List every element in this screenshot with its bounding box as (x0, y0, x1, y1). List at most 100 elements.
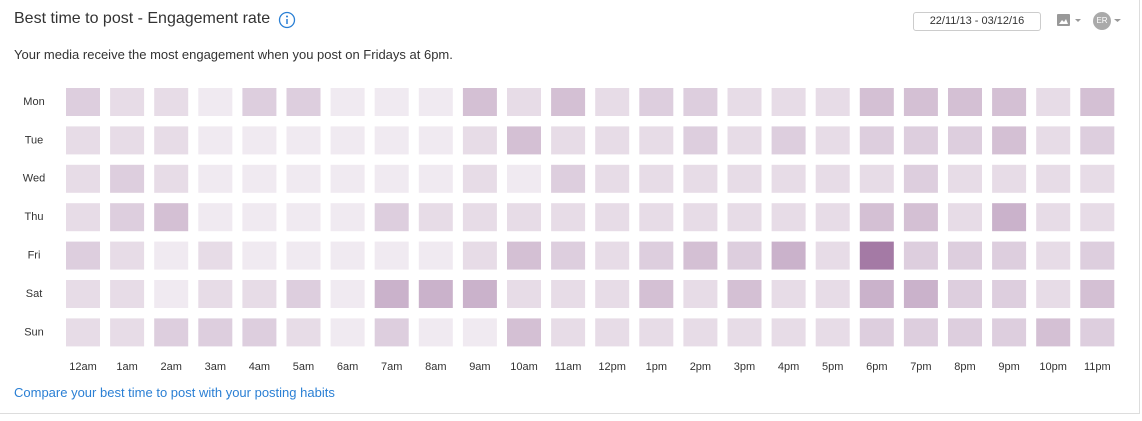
heat-cell (242, 164, 277, 193)
heat-cell (992, 164, 1027, 193)
heat-cell (110, 318, 145, 347)
heat-cell (815, 164, 850, 193)
heat-cell (154, 280, 189, 308)
info-icon[interactable] (278, 11, 296, 29)
heat-cell (992, 280, 1027, 308)
date-range[interactable]: 22/11/13 - 03/12/16 (913, 12, 1041, 31)
heat-cell (771, 164, 806, 193)
heat-cell (551, 203, 586, 232)
heat-cell (683, 280, 718, 308)
heat-cell (595, 241, 630, 270)
heat-cell (815, 126, 850, 155)
heat-cell (595, 203, 630, 232)
heat-cell (551, 126, 586, 155)
heat-cell (66, 280, 100, 308)
heat-cell (727, 203, 762, 232)
heat-cell (330, 241, 365, 270)
heat-cell (198, 280, 233, 308)
heat-cell (242, 280, 277, 308)
heat-cell (418, 318, 453, 347)
heat-cell (859, 88, 894, 116)
heat-cell (595, 88, 630, 116)
heat-cell (374, 241, 409, 270)
heat-cell (286, 126, 321, 155)
column-label: 11pm (1084, 361, 1111, 373)
heat-cell (1036, 241, 1071, 270)
heat-cell (286, 280, 321, 308)
heat-cell (330, 280, 365, 308)
column-label: 11am (555, 361, 582, 373)
column-label: 10pm (1039, 361, 1067, 373)
heat-cell (154, 126, 189, 155)
heat-cell (154, 164, 189, 193)
heat-cell (1080, 280, 1115, 308)
heat-cell (1080, 126, 1115, 155)
heat-cell (859, 241, 894, 270)
heat-cell (66, 241, 100, 270)
heat-cell (66, 318, 100, 347)
heat-cell (198, 318, 233, 347)
column-label: 3am (205, 361, 226, 373)
heat-cell (198, 126, 233, 155)
heat-cell (683, 88, 718, 116)
heat-cell (903, 280, 938, 308)
heat-cell (374, 280, 409, 308)
subtitle: Your media receive the most engagement w… (14, 47, 453, 62)
column-label: 3pm (734, 361, 755, 373)
heat-cell (462, 280, 497, 308)
heat-cell (110, 280, 145, 308)
column-label: 4am (249, 361, 270, 373)
heat-cell (639, 318, 674, 347)
heat-cell (771, 88, 806, 116)
heat-cell (507, 203, 541, 232)
column-label: 7pm (910, 361, 931, 373)
heat-cell (507, 280, 541, 308)
heat-cell (154, 88, 189, 116)
heat-cell (418, 280, 453, 308)
heat-cell (903, 164, 938, 193)
heat-cell (1080, 241, 1115, 270)
heat-cell (903, 241, 938, 270)
heat-cell (948, 88, 982, 116)
heat-cell (507, 88, 541, 116)
heat-cell (507, 126, 541, 155)
heat-cell (948, 280, 982, 308)
heat-cell (154, 318, 189, 347)
heat-cell (771, 318, 806, 347)
heat-cell (551, 318, 586, 347)
heat-cell (948, 318, 982, 347)
heat-cell (286, 241, 321, 270)
column-label: 5am (293, 361, 314, 373)
heat-cell (639, 280, 674, 308)
heat-cell (1036, 318, 1071, 347)
heat-cell (418, 164, 453, 193)
row-label: Sat (26, 288, 43, 300)
heat-cell (992, 126, 1027, 155)
heat-cell (859, 280, 894, 308)
heat-cell (242, 203, 277, 232)
heat-cell (462, 88, 497, 116)
heat-cell (286, 203, 321, 232)
heat-cell (948, 203, 982, 232)
avatar[interactable]: ER (1093, 12, 1111, 30)
heat-cell (507, 318, 541, 347)
column-label: 1pm (646, 361, 667, 373)
heat-cell (507, 241, 541, 270)
heat-cell (1036, 280, 1071, 308)
image-menu[interactable] (1056, 13, 1086, 29)
avatar-caret[interactable] (1113, 13, 1123, 29)
heat-cell (418, 126, 453, 155)
heat-cell (859, 203, 894, 232)
heat-cell (992, 203, 1027, 232)
heat-cell (198, 88, 233, 116)
column-label: 6pm (866, 361, 887, 373)
heat-cell (286, 318, 321, 347)
compare-link[interactable]: Compare your best time to post with your… (14, 385, 335, 400)
heat-cell (595, 318, 630, 347)
heat-cell (639, 203, 674, 232)
heat-cell (595, 126, 630, 155)
heat-cell (727, 318, 762, 347)
heat-cell (595, 280, 630, 308)
heat-cell (771, 203, 806, 232)
heat-cell (462, 126, 497, 155)
